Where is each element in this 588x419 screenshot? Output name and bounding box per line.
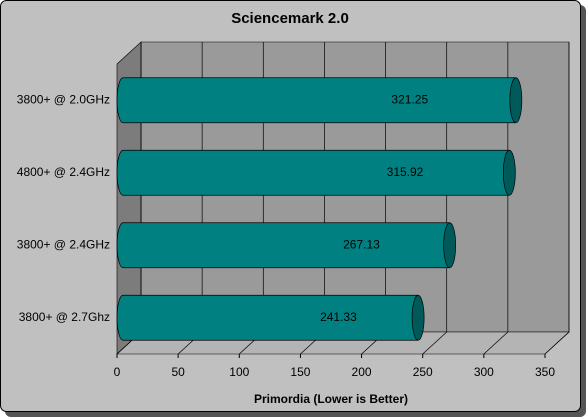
bar (123, 150, 510, 196)
data-label: 315.92 (387, 165, 424, 179)
bar (123, 295, 419, 341)
data-label: 267.13 (343, 237, 380, 251)
floor-grid-line (544, 331, 570, 355)
bar (123, 77, 516, 123)
x-tick-label: 50 (171, 365, 185, 379)
y-tick-label: 4800+ @ 2.4GHz (17, 165, 110, 179)
x-tick-label: 250 (413, 365, 433, 379)
bar-end-cap (509, 77, 523, 124)
x-tick-label: 350 (535, 365, 555, 379)
x-tick-label: 0 (114, 365, 121, 379)
data-label: 321.25 (391, 92, 428, 106)
floor-grid-line (422, 331, 447, 355)
y-tick-label: 3800+ @ 2.4GHz (17, 237, 110, 251)
x-tick-label: 200 (352, 365, 372, 379)
x-tick-label: 150 (290, 365, 310, 379)
x-axis-title: Primordia (Lower is Better) (254, 392, 408, 406)
x-tick-label: 300 (474, 365, 494, 379)
chart-title: Sciencemark 2.0 (231, 10, 349, 27)
bar (123, 222, 450, 268)
bar-end-cap (502, 149, 516, 196)
floor-grid-line (483, 331, 509, 355)
data-label: 241.33 (320, 310, 357, 324)
x-tick-label: 100 (229, 365, 249, 379)
bar-end-cap (411, 294, 425, 341)
y-tick-label: 3800+ @ 2.0GHz (17, 92, 110, 106)
bar-end-cap (443, 222, 457, 269)
y-tick-label: 3800+ @ 2.7Ghz (19, 310, 110, 324)
